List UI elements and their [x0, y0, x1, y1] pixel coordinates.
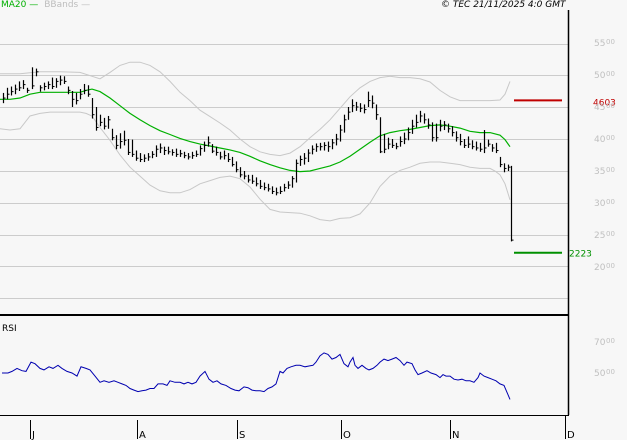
price-tick-label-sup: 00	[606, 166, 615, 174]
bb-upper-line	[0, 61, 511, 157]
month-label: A	[139, 430, 146, 440]
price-tick-label-sup: 00	[606, 102, 615, 110]
price-tick-label: 55	[594, 39, 605, 49]
month-label: J	[31, 430, 35, 440]
rsi-tick-label-sup: 00	[606, 337, 615, 345]
rsi-polyline	[2, 352, 511, 400]
low-marker-label: 2223	[569, 250, 592, 260]
price-gridlines	[0, 44, 568, 299]
price-tick-label-sup: 00	[606, 198, 615, 206]
price-tick-label: 25	[594, 231, 605, 241]
rsi-tick-label-sup: 00	[606, 368, 615, 376]
rsi-line	[2, 352, 511, 400]
bb-lower-line	[0, 111, 511, 222]
price-tick-label: 45	[594, 103, 605, 113]
price-tick-label: 35	[594, 167, 605, 177]
month-label: O	[343, 430, 351, 440]
price-tick-label-sup: 00	[606, 262, 615, 270]
copyright-timestamp: © TEC 21/11/2025 4:0 GMT	[441, 0, 566, 10]
legend-bbands: BBands —	[44, 0, 91, 10]
legend-ma20-label: MA20	[1, 0, 27, 10]
price-tick-label: 20	[594, 263, 606, 273]
price-tick-label: 50	[594, 71, 606, 81]
rsi-tick-label: 50	[594, 369, 606, 379]
month-label: S	[239, 430, 245, 440]
price-tick-label-sup: 00	[606, 134, 615, 142]
high-marker-label: 4603	[593, 98, 616, 108]
price-tick-label-sup: 00	[606, 230, 615, 238]
legend-ma20: MA20 —	[1, 0, 39, 10]
legend-bbands-label: BBands	[44, 0, 79, 10]
price-tick-label-sup: 00	[606, 70, 615, 78]
rsi-tick-label: 70	[594, 338, 606, 348]
chart-legend: MA20 — BBands —	[1, 0, 90, 11]
price-markers: 4603 2223	[514, 98, 616, 260]
price-tick-label-sup: 00	[606, 38, 615, 46]
bollinger-bands	[0, 61, 511, 222]
price-tick-label: 30	[594, 199, 606, 209]
month-label: N	[452, 430, 459, 440]
price-tick-label: 40	[594, 135, 606, 145]
rsi-panel-title: RSI	[2, 324, 17, 334]
ohlc-bars	[2, 67, 514, 242]
month-label: D	[567, 430, 575, 440]
